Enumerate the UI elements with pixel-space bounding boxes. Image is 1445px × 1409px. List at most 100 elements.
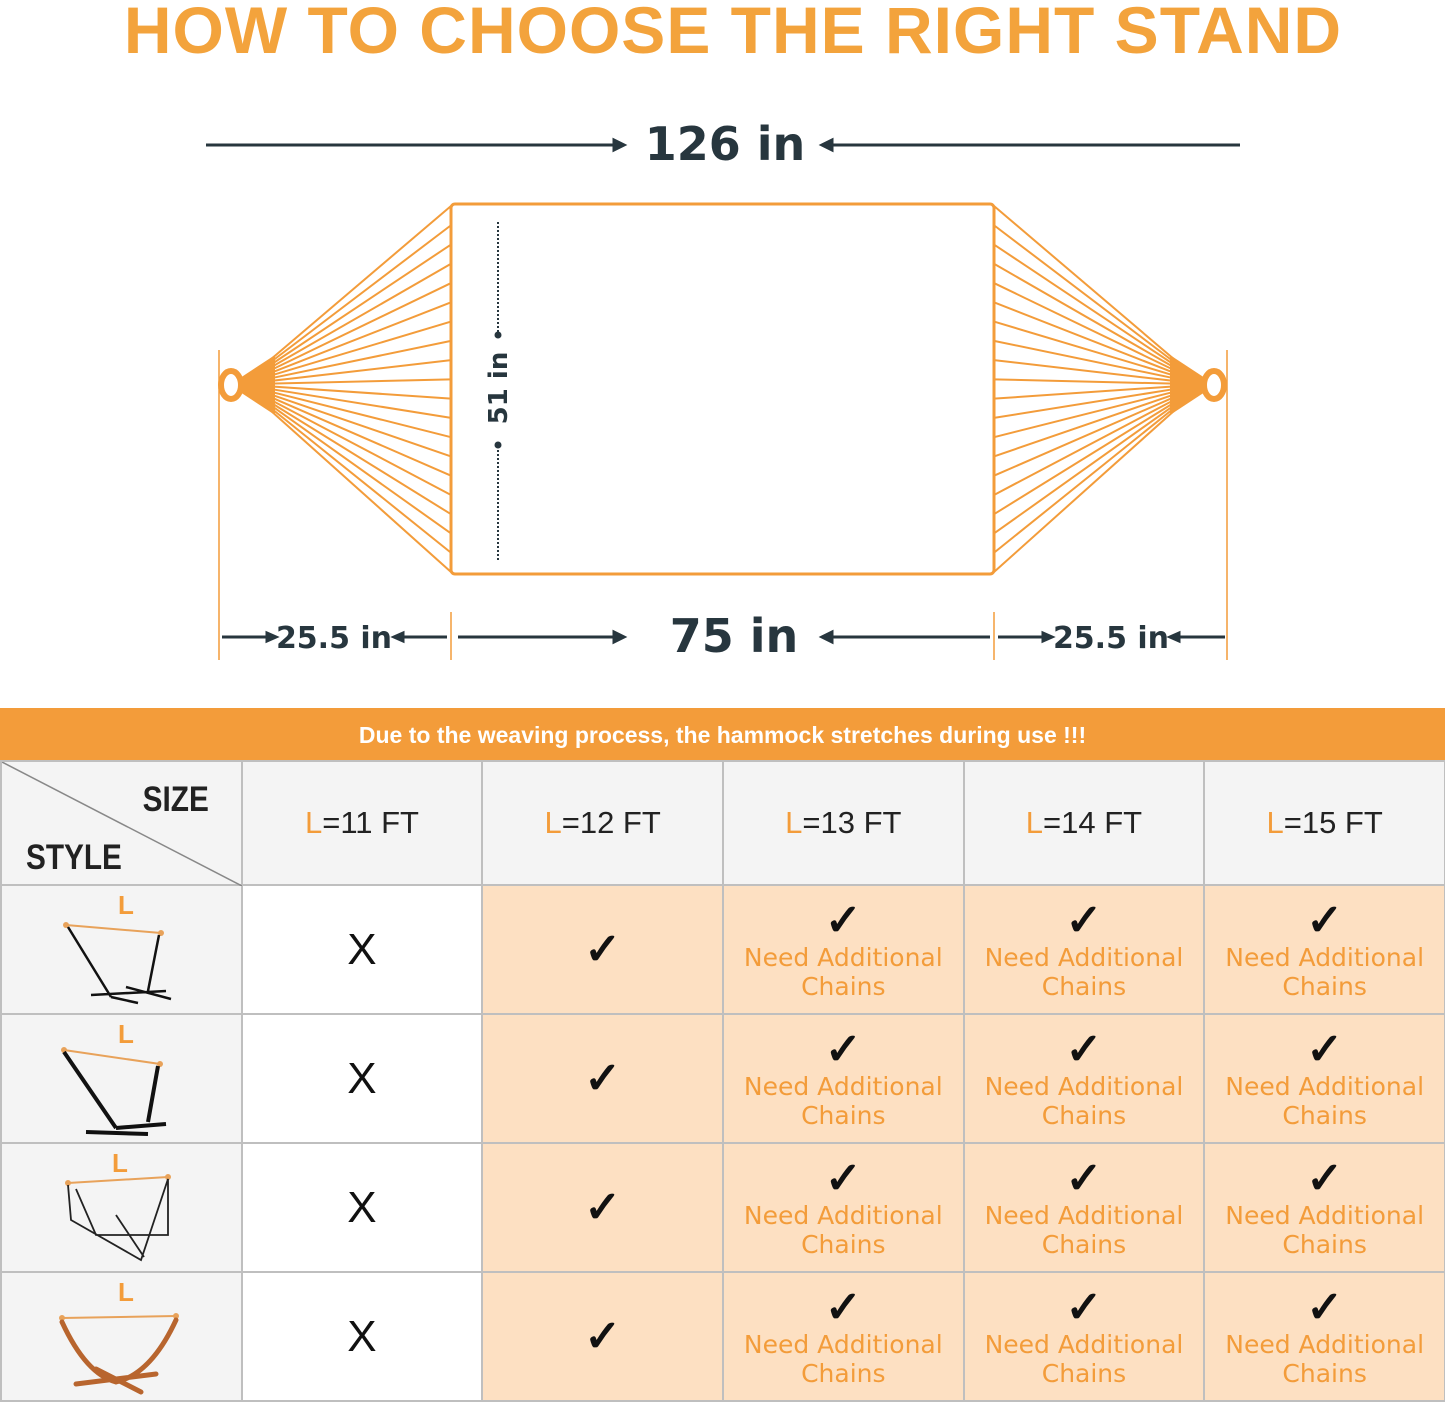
- cord-line: [993, 339, 1176, 380]
- check-mark-icon: ✓: [1065, 1153, 1103, 1203]
- cell-compatible-with-chains: ✓ Need Additional Chains: [721, 1142, 965, 1273]
- cord-line: [993, 385, 1176, 400]
- cord-line: [269, 378, 452, 385]
- cell-not-compatible: X: [240, 1013, 484, 1144]
- cord-line: [993, 262, 1176, 369]
- right-knot: [1170, 355, 1205, 415]
- cell-compatible-with-chains: ✓ Need Additional Chains: [962, 1271, 1206, 1402]
- chains-note: Need Additional Chains: [1225, 1200, 1425, 1259]
- right-ring-icon: [1201, 368, 1227, 402]
- cord-line: [993, 398, 1176, 496]
- x-mark-icon: X: [347, 1182, 377, 1232]
- cell-compatible-with-chains: ✓ Need Additional Chains: [1203, 1142, 1445, 1273]
- cord-line: [269, 393, 452, 458]
- check-mark-icon: ✓: [584, 1053, 622, 1103]
- cord-line: [269, 398, 452, 496]
- steel-stand-angled-icon: [61, 1047, 167, 1136]
- check-mark-icon: ✓: [824, 1153, 862, 1203]
- cell-compatible-with-chains: ✓ Need Additional Chains: [1203, 1271, 1445, 1402]
- cell-not-compatible: X: [240, 1142, 484, 1273]
- cord-line: [993, 393, 1176, 458]
- cord-line: [993, 403, 1176, 535]
- x-mark-icon: X: [347, 1053, 377, 1103]
- cell-compatible-with-chains: ✓ Need Additional Chains: [962, 1142, 1206, 1273]
- right-end-length-label: 25.5 in: [1053, 621, 1169, 656]
- check-mark-icon: ✓: [1306, 1153, 1344, 1203]
- table-row: L X ✓ ✓ Need Additional Chains ✓ Need Addition…: [0, 884, 1445, 1015]
- cell-compatible-with-chains: ✓ Need Additional Chains: [721, 1271, 965, 1402]
- cord-line: [269, 359, 452, 383]
- style-label: STYLE: [26, 838, 122, 877]
- chains-note: Need Additional Chains: [984, 942, 1184, 1001]
- left-ring-icon: [218, 368, 244, 402]
- table-header-row: SIZE STYLE L=11 FT L=12 FT L=13 FT L=14 …: [0, 760, 1445, 886]
- check-mark-icon: ✓: [584, 1311, 622, 1361]
- check-mark-icon: ✓: [584, 1182, 622, 1232]
- cord-line: [993, 401, 1176, 516]
- cord-line: [269, 320, 452, 377]
- cord-line: [269, 401, 452, 516]
- cell-compatible-with-chains: ✓ Need Additional Chains: [1203, 1013, 1445, 1144]
- size-header-13ft: L=13 FT: [721, 760, 965, 886]
- style-cell: L: [0, 1142, 243, 1273]
- chains-note: Need Additional Chains: [984, 1200, 1184, 1259]
- table-row: L X ✓ ✓ Need Additional Chains ✓ Need Addition…: [0, 1142, 1445, 1273]
- cord-line: [993, 224, 1176, 364]
- cell-not-compatible: X: [240, 884, 484, 1015]
- chains-note: Need Additional Chains: [1225, 1329, 1425, 1388]
- size-label: SIZE: [142, 780, 209, 819]
- size-header-11ft: L=11 FT: [240, 760, 484, 886]
- cell-compatible: ✓: [481, 1013, 724, 1144]
- cell-compatible-with-chains: ✓ Need Additional Chains: [721, 884, 965, 1015]
- check-mark-icon: ✓: [1065, 1282, 1103, 1332]
- cord-line: [269, 387, 452, 419]
- style-cell: L: [0, 884, 243, 1015]
- table-row: L X ✓ ✓ Need Additional Chains ✓ Need Addition…: [0, 1271, 1445, 1402]
- steel-stand-crossed-icon: [65, 1174, 172, 1262]
- cord-line: [269, 301, 452, 375]
- corner-diagonal: [2, 762, 242, 886]
- cord-line: [993, 320, 1176, 377]
- chains-note: Need Additional Chains: [1225, 942, 1425, 1001]
- cell-compatible-with-chains: ✓ Need Additional Chains: [721, 1013, 965, 1144]
- cord-line: [269, 205, 452, 361]
- check-mark-icon: ✓: [1065, 1024, 1103, 1074]
- cell-compatible-with-chains: ✓ Need Additional Chains: [1203, 884, 1445, 1015]
- bed-length-label: 75 in: [670, 609, 799, 663]
- hammock-dimension-diagram: 126 in 75 in 25.5 in 25.5 in 51 in: [206, 117, 1240, 663]
- cord-line: [269, 282, 452, 372]
- table-row: L X ✓ ✓ Need Additional Chains ✓ Need Addition…: [0, 1013, 1445, 1144]
- cord-line: [269, 262, 452, 369]
- chains-note: Need Additional Chains: [1225, 1071, 1425, 1130]
- cord-line: [993, 390, 1176, 439]
- cord-line: [993, 359, 1176, 383]
- size-header-15ft: L=15 FT: [1203, 760, 1445, 886]
- cord-line: [269, 409, 452, 573]
- cord-line: [993, 387, 1176, 419]
- cord-line: [993, 378, 1176, 385]
- x-mark-icon: X: [347, 1311, 377, 1361]
- x-mark-icon: X: [347, 924, 377, 974]
- length-marker: L: [118, 1019, 134, 1049]
- check-mark-icon: ✓: [824, 1282, 862, 1332]
- cord-line: [269, 339, 452, 380]
- cell-not-compatible: X: [240, 1271, 484, 1402]
- style-cell: L: [0, 1013, 243, 1144]
- length-marker: L: [118, 890, 134, 920]
- length-marker: L: [118, 1277, 134, 1307]
- cord-line: [269, 243, 452, 367]
- check-mark-icon: ✓: [824, 895, 862, 945]
- cord-line: [993, 205, 1176, 361]
- length-marker: L: [112, 1148, 128, 1178]
- chains-note: Need Additional Chains: [743, 1329, 943, 1388]
- stand-compatibility-table: SIZE STYLE L=11 FT L=12 FT L=13 FT L=14 …: [0, 760, 1445, 1402]
- chains-note: Need Additional Chains: [984, 1329, 1184, 1388]
- cord-line: [269, 406, 452, 554]
- chains-note: Need Additional Chains: [743, 1071, 943, 1130]
- chains-note: Need Additional Chains: [743, 942, 943, 1001]
- style-cell: L: [0, 1271, 243, 1402]
- cell-compatible: ✓: [481, 1271, 724, 1402]
- cord-line: [993, 301, 1176, 375]
- left-end-length-label: 25.5 in: [276, 621, 392, 656]
- wooden-arc-stand-icon: [59, 1313, 180, 1395]
